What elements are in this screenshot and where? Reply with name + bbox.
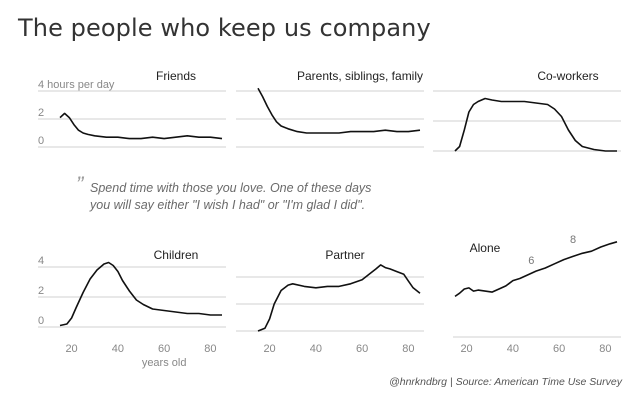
panel-6-xtick-label: 20 <box>460 343 472 355</box>
panel-6-annotation: 8 <box>570 234 576 246</box>
panel-3-series-line <box>454 97 617 152</box>
panel-4-title: Children <box>154 248 199 262</box>
page-title: The people who keep us company <box>18 14 431 42</box>
panel-1-ytick-label: 2 <box>38 107 44 119</box>
panel-5-series-line <box>257 264 421 332</box>
panel-4-xtick-label: 40 <box>112 343 124 355</box>
panel-2-title: Parents, siblings, family <box>297 69 423 83</box>
panel-4-xtick-label: 20 <box>65 343 77 355</box>
panel-5-xtick-label: 60 <box>356 343 368 355</box>
panel-4-xtick-label: 80 <box>204 343 216 355</box>
panel-4-ytick-label: 2 <box>38 285 44 297</box>
panel-6-series-line <box>454 241 618 298</box>
panel-2-series-line <box>257 87 421 134</box>
panel-1-ytick-label: 4 hours per day <box>38 79 115 91</box>
panel-3-title: Co-workers <box>537 69 598 83</box>
panel-6-xtick-label: 40 <box>507 343 519 355</box>
panel-6-title: Alone <box>470 241 501 255</box>
panel-4-xtick-label: 60 <box>158 343 170 355</box>
quote-line-1: Spend time with those you love. One of t… <box>90 181 372 195</box>
panel-6-annotation: 6 <box>528 255 534 267</box>
panel-1-ytick-label: 0 <box>38 135 44 147</box>
panel-4-xlabel: years old <box>142 357 187 369</box>
panel-6-xtick-label: 60 <box>553 343 565 355</box>
panel-1-title: Friends <box>156 69 196 83</box>
quote-block: ” Spend time with those you love. One of… <box>76 174 430 214</box>
panel-1-series-line <box>59 112 223 140</box>
quote-line-2: you will say either "I wish I had" or "I… <box>90 198 366 212</box>
panel-4-series-line <box>59 261 222 327</box>
panel-5-xtick-label: 80 <box>402 343 414 355</box>
source-credit: @hnrkndbrg | Source: American Time Use S… <box>389 376 622 388</box>
panel-5-xtick-label: 20 <box>263 343 275 355</box>
quote-mark-icon: ” <box>76 172 84 197</box>
panel-4-ytick-label: 0 <box>38 315 44 327</box>
panel-5-title: Partner <box>325 248 364 262</box>
panel-4-ytick-label: 4 <box>38 255 44 267</box>
panel-6-xtick-label: 80 <box>599 343 611 355</box>
panel-5-xtick-label: 40 <box>310 343 322 355</box>
